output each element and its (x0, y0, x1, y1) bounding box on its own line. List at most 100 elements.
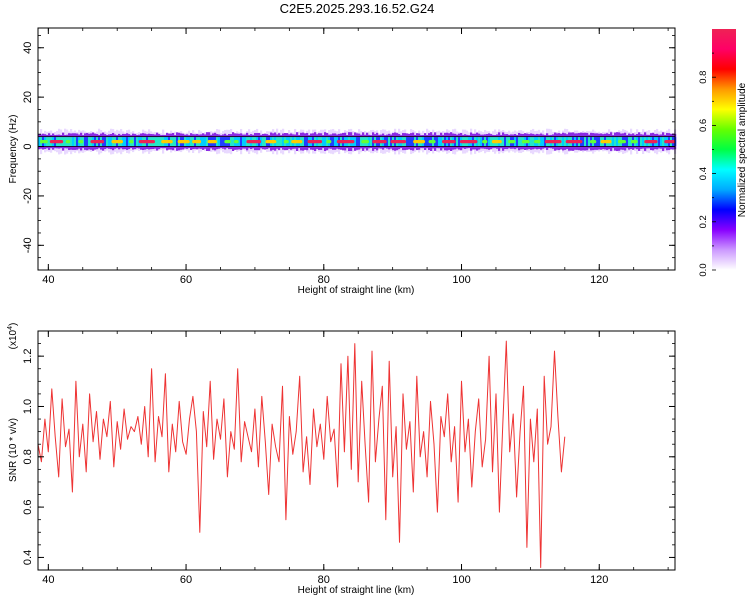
band-peak-blob (617, 139, 627, 144)
band-inner-column (490, 137, 493, 147)
band-inner-column (612, 137, 615, 147)
svg-text:(x104): (x104) (7, 323, 19, 350)
spectrogram-panel: 40 60 80 100 120 40 20 0 -20 -40 Height of strai… (8, 27, 677, 296)
spectrogram-x-tick-label: 120 (590, 274, 608, 286)
band-inner-column (518, 137, 521, 147)
band-inner-column (84, 137, 87, 147)
band-peak-blob (233, 139, 239, 144)
band-inner-column (276, 137, 279, 147)
band-inner-column (360, 137, 363, 147)
band-inner-column (388, 137, 391, 147)
band-inner-column (502, 137, 505, 147)
band-inner-column (356, 137, 359, 147)
band-peak-blob (544, 139, 562, 144)
band-inner-column (48, 137, 51, 147)
band-peak-blob (326, 139, 332, 144)
band-inner-column (156, 137, 159, 147)
band-inner-column (532, 137, 535, 147)
snr-plot-area (38, 331, 675, 570)
band-inner-column (456, 137, 459, 147)
spectrogram-y-axis-label: Frequency (Hz) (8, 115, 19, 184)
band-inner-column (626, 137, 629, 147)
band-peak-blob (491, 139, 502, 144)
band-inner-column (438, 137, 441, 147)
band-inner-column (598, 137, 601, 147)
band-inner-column (516, 137, 519, 147)
band-inner-column (86, 137, 89, 147)
snr-y-ticks: 0.4 0.6 0.8 1.0 1.2 (22, 343, 675, 565)
figure-title: C2E5.2025.293.16.52.G24 (280, 1, 435, 16)
band-peak-blob (49, 139, 64, 144)
band-inner-column (238, 137, 241, 147)
snr-x-tick-label: 80 (318, 574, 330, 586)
band-inner-column (588, 137, 591, 147)
band-inner-column (426, 137, 429, 147)
band-peak-blob (600, 139, 612, 144)
band-inner-column (110, 137, 113, 147)
band-inner-column (232, 137, 235, 147)
band-peak-blob (482, 139, 488, 144)
band-inner-column (72, 137, 75, 147)
band-inner-column (244, 137, 247, 147)
band-inner-column (354, 137, 357, 147)
band-peak-blob (459, 139, 478, 144)
band-inner-column (108, 137, 111, 147)
band-peak-blob (508, 139, 516, 144)
snr-x-tick-label: 100 (452, 574, 470, 586)
snr-x-axis-label: Height of straight line (km) (298, 585, 415, 596)
band-inner-column (506, 137, 509, 147)
spectrogram-x-tick-label: 60 (180, 274, 192, 286)
band-peak-blob (413, 139, 426, 144)
band-peak-blob (161, 139, 173, 144)
band-inner-column (38, 137, 41, 147)
band-inner-column (230, 137, 233, 147)
band-inner-column (530, 137, 533, 147)
band-peak-blob (111, 139, 123, 144)
band-inner-column (206, 137, 209, 147)
band-peak-blob (128, 139, 134, 144)
band-inner-column (88, 137, 91, 147)
band-inner-column (660, 137, 663, 147)
band-peak-blob (361, 139, 370, 144)
band-inner-column (290, 137, 293, 147)
snr-x-tick-label: 40 (42, 574, 54, 586)
band-inner-column (368, 137, 371, 147)
band-inner-column (542, 137, 545, 147)
band-inner-column (358, 137, 361, 147)
snr-y-tick-label: 1.0 (22, 399, 34, 414)
band-inner-column (104, 137, 107, 147)
snr-y-tick-label: 0.6 (22, 499, 34, 514)
colorbar-tick-label: 0.8 (698, 71, 709, 84)
colorbar-ticks: 0.0 0.2 0.4 0.6 0.8 (698, 52, 716, 277)
band-peak-blob (207, 139, 217, 144)
spectrogram-x-ticks: 40 60 80 100 120 (42, 28, 669, 286)
spectrogram-x-axis-label: Height of straight line (km) (298, 285, 415, 296)
band-inner-column (302, 137, 305, 147)
band-inner-column (304, 137, 307, 147)
band-inner-column (306, 137, 309, 147)
snr-y-tick-label: 0.8 (22, 449, 34, 464)
band-peak-blob (90, 139, 105, 144)
spectrogram-x-tick-label: 80 (318, 274, 330, 286)
band-inner-column (332, 137, 335, 147)
band-inner-column (158, 137, 161, 147)
band-inner-column (190, 137, 193, 147)
colorbar-tick-label: 0.2 (698, 215, 709, 228)
band-inner-column (614, 137, 617, 147)
band-peak-blob (291, 139, 303, 144)
band-inner-column (278, 137, 281, 147)
band-inner-column (262, 137, 265, 147)
band-inner-column (288, 137, 291, 147)
spectrogram-y-ticks: 40 20 0 -20 -40 (22, 35, 675, 259)
band-peak-blob (664, 139, 675, 144)
band-inner-column (134, 137, 137, 147)
band-peak-blob (428, 139, 436, 144)
band-inner-column (172, 137, 175, 147)
band-inner-column (408, 137, 411, 147)
spectrogram-x-tick-label: 40 (42, 274, 54, 286)
colorbar-gradient (712, 29, 736, 270)
colorbar-label: Normalized spectral amplitude (737, 82, 748, 217)
band-peak-blob (40, 139, 48, 144)
band-inner-column (520, 137, 523, 147)
